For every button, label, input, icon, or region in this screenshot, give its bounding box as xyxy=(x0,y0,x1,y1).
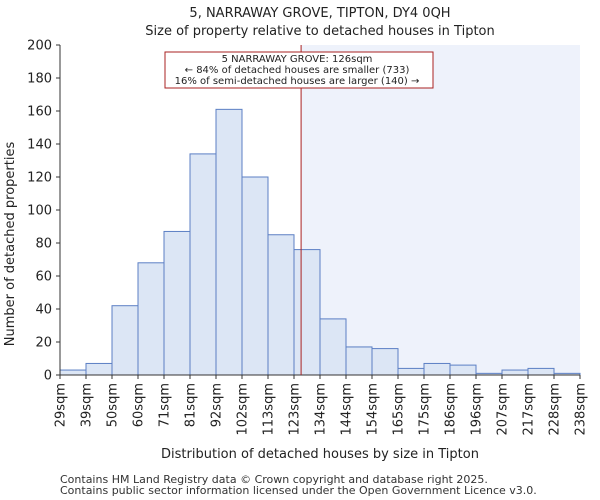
bar-154sqm xyxy=(371,348,399,376)
bar-207sqm xyxy=(501,369,529,376)
bar-50sqm xyxy=(111,305,139,376)
y-axis-ticks: 0 20 40 60 80 100 120 140 160 180 200 xyxy=(27,39,60,384)
annotation-line-3: 16% of semi-detached houses are larger (… xyxy=(175,76,420,87)
x-axis-ticks: 29sqm 39sqm 50sqm 60sqm 71sqm 81sqm 92sqm 102sq… xyxy=(54,375,589,436)
bar-123sqm xyxy=(293,249,321,376)
x-tick-label: 29sqm xyxy=(54,383,69,427)
y-tick-label: 120 xyxy=(27,171,52,186)
annotation-border xyxy=(164,51,434,89)
chart-title: 5, NARRAWAY GROVE, TIPTON, DY4 0QH xyxy=(189,6,450,21)
x-tick-label: 165sqm xyxy=(392,383,407,436)
bar-217sqm xyxy=(527,367,555,376)
x-tick-label: 50sqm xyxy=(106,383,121,427)
highlight-region xyxy=(301,45,580,375)
x-tick-label: 186sqm xyxy=(444,383,459,436)
bar-134sqm xyxy=(319,318,347,376)
y-tick-label: 60 xyxy=(35,270,52,285)
bar-71sqm xyxy=(163,230,191,376)
bar-92sqm xyxy=(215,108,243,376)
annotation-box: 5 NARRAWAY GROVE: 126sqm ← 84% of detach… xyxy=(164,51,434,89)
x-tick-label: 71sqm xyxy=(158,383,173,427)
x-tick-label: 207sqm xyxy=(496,383,511,436)
bar-175sqm xyxy=(423,362,451,376)
x-tick-label: 238sqm xyxy=(574,383,589,436)
bar-165sqm xyxy=(397,367,425,376)
bar-29sqm xyxy=(59,369,87,376)
bar-60sqm xyxy=(137,262,165,376)
y-axis-label: Number of detached properties xyxy=(3,142,18,347)
y-tick-label: 40 xyxy=(35,303,52,318)
x-tick-label: 123sqm xyxy=(288,383,303,436)
x-tick-label: 154sqm xyxy=(366,383,381,436)
x-tick-label: 92sqm xyxy=(210,383,225,427)
x-tick-label: 144sqm xyxy=(340,383,355,436)
bar-81sqm xyxy=(189,153,217,376)
x-tick-label: 175sqm xyxy=(418,383,433,436)
bar-113sqm xyxy=(267,234,295,376)
x-axis-label: Distribution of detached houses by size … xyxy=(161,447,479,462)
bar-group xyxy=(59,108,581,376)
y-tick-label: 0 xyxy=(44,369,52,384)
bar-144sqm xyxy=(345,346,373,376)
y-tick-label: 80 xyxy=(35,237,52,252)
y-tick-label: 100 xyxy=(27,204,52,219)
annotation-line-1: 5 NARRAWAY GROVE: 126sqm xyxy=(222,54,373,65)
x-tick-label: 228sqm xyxy=(548,383,563,436)
x-tick-label: 134sqm xyxy=(314,383,329,436)
y-tick-label: 180 xyxy=(27,72,52,87)
x-tick-label: 39sqm xyxy=(80,383,95,427)
bar-102sqm xyxy=(241,176,269,376)
annotation-line-2: ← 84% of detached houses are smaller (73… xyxy=(185,65,410,76)
y-tick-label: 160 xyxy=(27,105,52,120)
bar-186sqm xyxy=(449,364,477,376)
footer-line-1: Contains HM Land Registry data © Crown c… xyxy=(60,473,488,486)
bar-39sqm xyxy=(85,362,113,376)
y-tick-label: 140 xyxy=(27,138,52,153)
x-tick-label: 217sqm xyxy=(522,383,537,436)
footer-line-2: Contains public sector information licen… xyxy=(60,484,537,497)
x-tick-label: 102sqm xyxy=(236,383,251,436)
y-tick-label: 200 xyxy=(27,39,52,54)
x-tick-label: 81sqm xyxy=(184,383,199,427)
chart-subtitle: Size of property relative to detached ho… xyxy=(145,24,494,39)
y-tick-label: 20 xyxy=(35,336,52,351)
x-tick-label: 113sqm xyxy=(262,383,277,436)
x-tick-label: 60sqm xyxy=(132,383,147,427)
x-tick-label: 196sqm xyxy=(470,383,485,436)
